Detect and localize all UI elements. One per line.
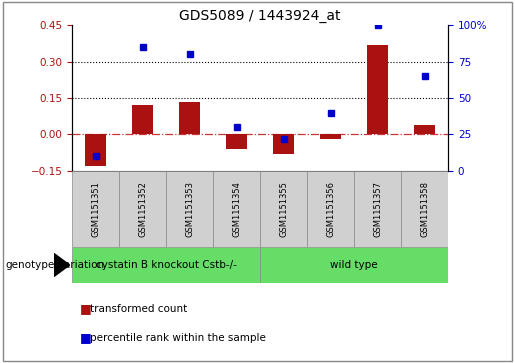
Bar [354,171,401,247]
Text: wild type: wild type [330,260,378,270]
Text: GSM1151358: GSM1151358 [420,181,429,237]
Bar [260,247,448,283]
Bar [367,45,388,134]
Bar [132,105,153,134]
Bar [72,247,260,283]
Bar [72,171,119,247]
Bar [166,171,213,247]
Text: ■: ■ [80,302,92,315]
Bar [179,102,200,134]
Bar [401,171,448,247]
Text: genotype/variation: genotype/variation [5,260,104,270]
Polygon shape [54,253,70,277]
Text: ■: ■ [80,331,92,344]
Bar [119,171,166,247]
Text: GSM1151355: GSM1151355 [279,181,288,237]
Bar [85,134,106,166]
Text: GSM1151356: GSM1151356 [326,181,335,237]
Bar [260,171,307,247]
Text: GSM1151353: GSM1151353 [185,181,194,237]
Text: GSM1151351: GSM1151351 [91,181,100,237]
Bar [273,134,294,154]
Text: transformed count: transformed count [90,303,187,314]
Bar [307,171,354,247]
Bar [414,125,435,134]
Bar [213,171,260,247]
Text: percentile rank within the sample: percentile rank within the sample [90,333,266,343]
Bar [320,134,341,139]
Text: GSM1151352: GSM1151352 [138,181,147,237]
Title: GDS5089 / 1443924_at: GDS5089 / 1443924_at [179,9,341,23]
Text: GSM1151354: GSM1151354 [232,181,241,237]
Text: GSM1151357: GSM1151357 [373,181,382,237]
Bar [226,134,247,149]
Text: cystatin B knockout Cstb-/-: cystatin B knockout Cstb-/- [96,260,236,270]
